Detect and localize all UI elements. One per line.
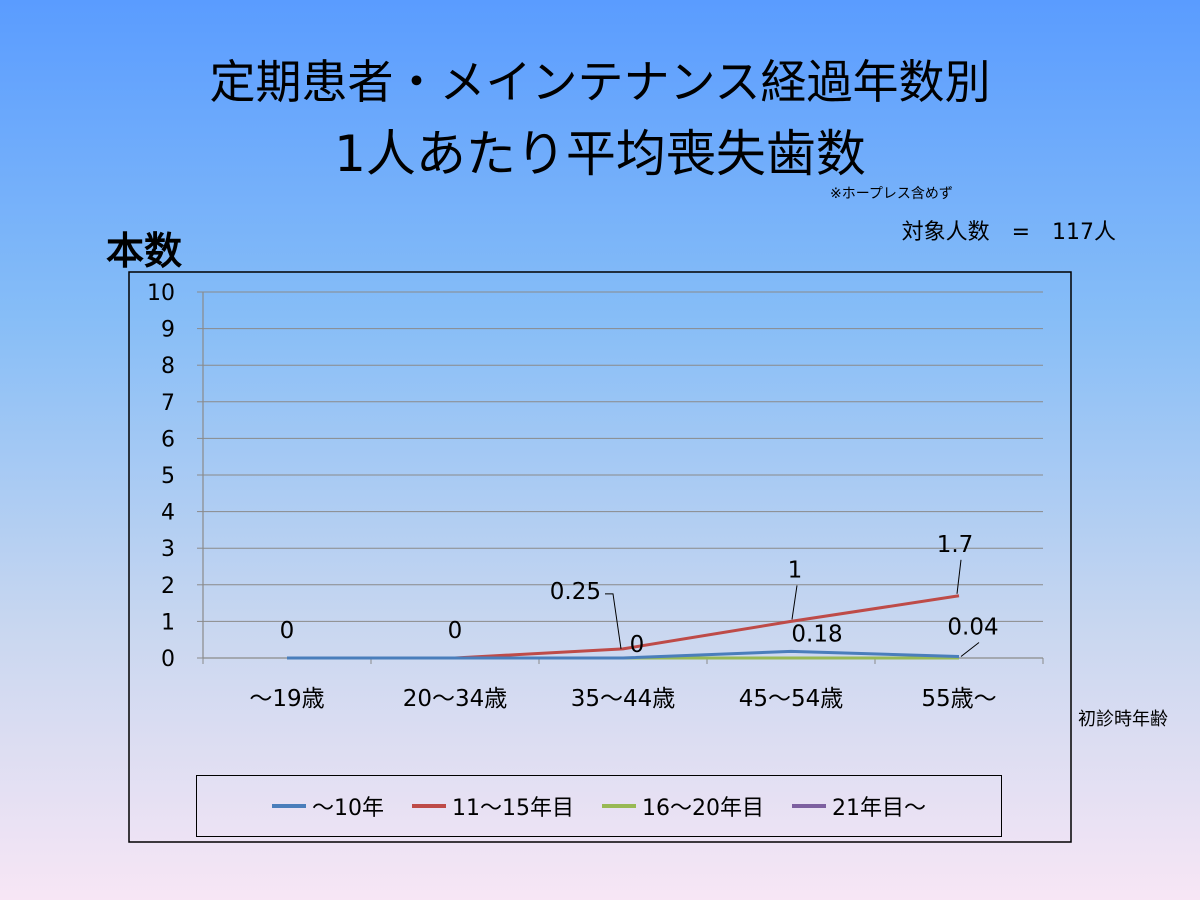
y-tick-label: 10 [147,281,175,306]
hopeless-note: ※ホープレス含めず [830,186,953,202]
data-label: 0.04 [947,615,998,641]
data-label-leader [960,642,980,657]
series-line-1 [287,649,960,660]
data-label: 1.7 [937,532,974,558]
data-label: 0 [448,618,463,644]
data-label-leader [956,559,962,594]
legend-item-3: 16～20年目 [602,790,764,822]
data-label-leader [605,593,622,649]
legend-item-2: 11～15年目 [412,790,574,822]
legend: ～10年 11～15年目 16～20年目 21年目～ [196,775,1002,837]
y-tick-label: 9 [161,318,175,343]
legend-label: 11～15年目 [452,796,574,821]
data-label-leader [791,585,798,620]
y-axis-title: 本数 [106,229,183,273]
data-label: 1 [788,557,803,583]
legend-swatch [272,804,306,808]
y-tick-label: 7 [161,391,175,416]
y-tick-label: 6 [161,427,175,452]
x-axis-title: 初診時年齢 [1078,709,1168,730]
patient-count: 対象人数 = 117人 [901,220,1116,245]
y-tick-label: 3 [161,537,175,562]
x-tick-label: 55歳～ [921,686,996,712]
title-line-2: 1人あたり平均喪失歯数 [334,125,866,183]
y-tick-label: 0 [161,647,175,672]
legend-label: 21年目～ [832,796,926,821]
legend-swatch [792,804,826,808]
data-label: 0.25 [550,579,601,605]
legend-label: ～10年 [312,796,384,821]
legend-swatch [602,804,636,808]
x-tick-label: ～19歳 [249,686,324,712]
title-line-1: 定期患者・メインテナンス経過年数別 [209,55,991,109]
y-tick-label: 2 [161,574,175,599]
y-tick-label: 4 [161,501,175,526]
data-label: 0 [630,632,645,658]
series-line-2 [287,594,960,660]
legend-swatch [412,804,446,808]
legend-item-1: ～10年 [272,790,384,822]
y-tick-label: 1 [161,610,175,635]
data-label: 0.18 [791,621,842,647]
data-label: 0 [280,618,295,644]
chart-frame [128,271,1072,843]
legend-label: 16～20年目 [642,796,764,821]
x-tick-label: 20～34歳 [403,686,508,712]
x-tick-label: 45～54歳 [739,686,844,712]
y-tick-label: 5 [161,464,175,489]
legend-item-4: 21年目～ [792,790,926,822]
y-tick-label: 8 [161,354,175,379]
x-tick-label: 35～44歳 [571,686,676,712]
